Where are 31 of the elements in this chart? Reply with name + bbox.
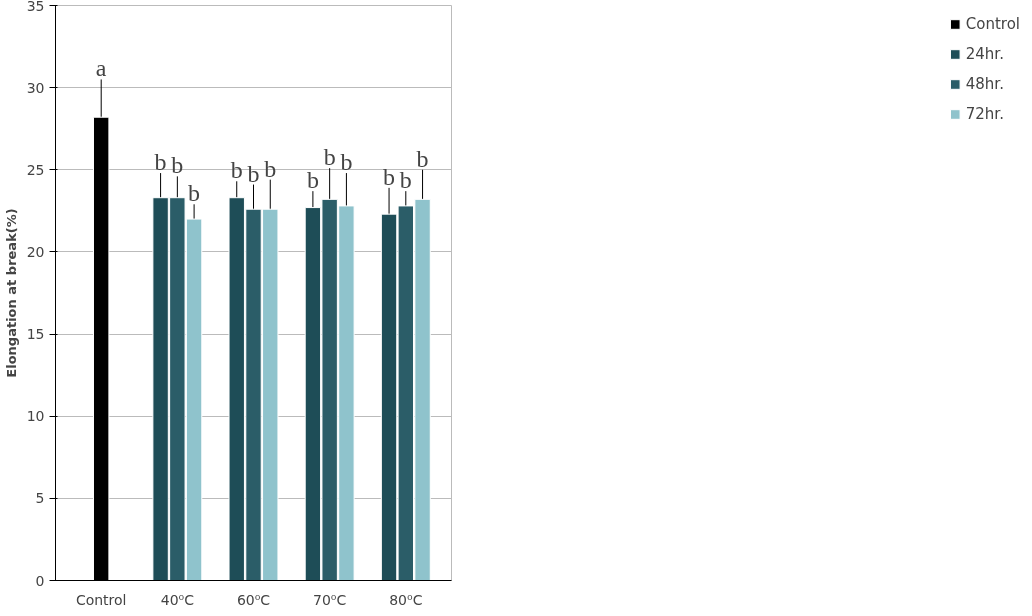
data-label: b — [247, 160, 260, 187]
data-label: b — [340, 149, 353, 176]
data-label: b — [154, 149, 167, 176]
data-label: b — [264, 155, 277, 182]
data-label: b — [383, 163, 396, 190]
data-label: b — [188, 180, 201, 207]
data-label: b — [306, 167, 319, 194]
x-tick-label: 70⁰C — [313, 591, 347, 608]
y-tick-label: 35 — [26, 0, 45, 14]
data-label: b — [171, 152, 184, 179]
legend-label: Control — [965, 15, 1020, 33]
data-label: b — [230, 157, 243, 184]
data-label: a — [95, 55, 107, 82]
legend-label: 24hr. — [965, 45, 1004, 63]
x-tick-label: Control — [75, 591, 127, 608]
data-label: b — [399, 167, 412, 194]
y-tick-label: 30 — [26, 79, 45, 96]
x-tick-label: 40⁰C — [160, 591, 195, 608]
legend-label: 72hr. — [965, 105, 1004, 123]
y-tick-label: 0 — [35, 572, 45, 589]
data-label: b — [416, 145, 429, 172]
x-tick-label: 60⁰C — [236, 591, 271, 608]
y-tick-label: 25 — [26, 161, 45, 178]
data-label: b — [323, 144, 336, 171]
y-tick-label: 5 — [35, 490, 45, 507]
x-tick-label: 80⁰C — [389, 591, 423, 608]
y-tick-label: 20 — [26, 243, 45, 260]
legend-label: 48hr. — [965, 75, 1004, 93]
y-axis-title: Elongation at break(%) — [3, 208, 19, 378]
y-tick-label: 15 — [26, 326, 45, 343]
y-tick-label: 10 — [26, 408, 45, 425]
